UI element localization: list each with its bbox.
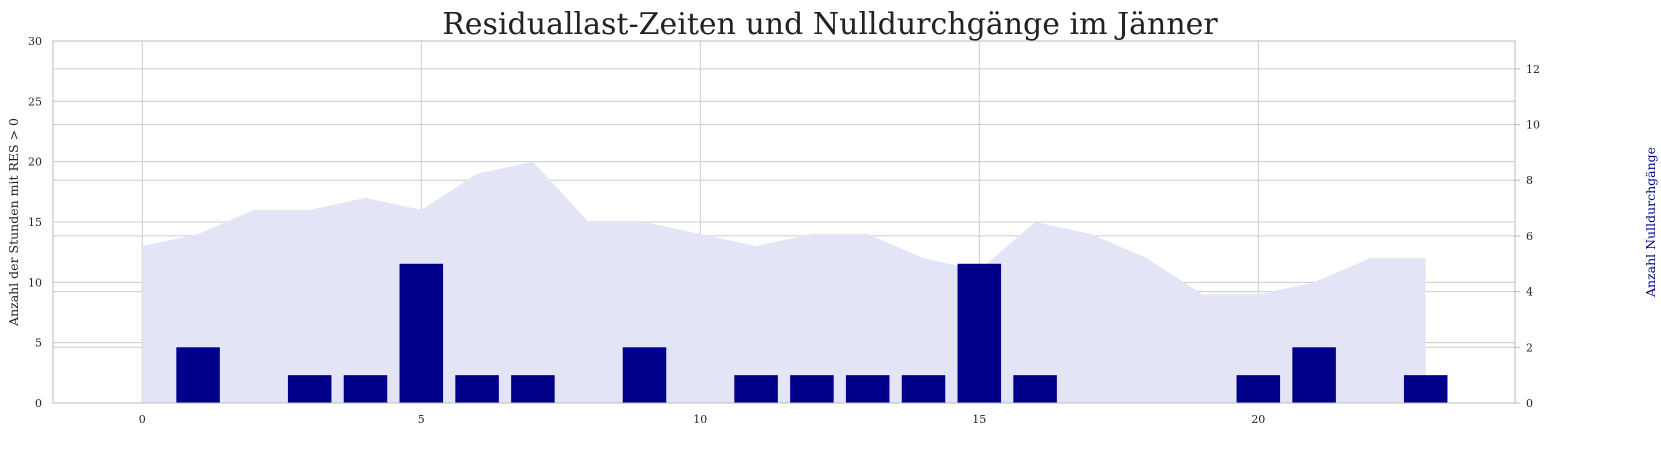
x-tick-label: 10	[693, 413, 707, 426]
bar	[622, 347, 667, 403]
bar	[287, 375, 332, 403]
chart-title: Residuallast-Zeiten und Nulldurchgänge i…	[442, 7, 1218, 42]
y-right-tick-label: 0	[1526, 397, 1533, 410]
y-right-tick-label: 2	[1526, 341, 1533, 354]
y-left-tick-label: 25	[28, 95, 42, 108]
bar	[1236, 375, 1281, 403]
bar	[734, 375, 778, 403]
y-left-tick-label: 20	[28, 156, 42, 169]
bar	[399, 263, 444, 403]
bar	[901, 375, 946, 403]
y-left-tick-label: 5	[35, 337, 42, 350]
plot-border	[52, 40, 1516, 404]
y-left-tick-label: 30	[28, 35, 42, 48]
plot-frame	[52, 40, 1516, 404]
bar	[176, 347, 220, 403]
y-left-tick-label: 0	[35, 397, 42, 410]
y-right-tick-label: 4	[1526, 286, 1533, 299]
x-tick-label: 0	[139, 413, 146, 426]
x-tick-label: 15	[972, 413, 986, 426]
y-left-label: Anzahl der Stunden mit RES > 0	[6, 118, 21, 327]
bar	[1013, 375, 1057, 403]
bar	[1403, 375, 1448, 403]
y-right-tick-label: 8	[1526, 174, 1533, 187]
bar	[845, 375, 890, 403]
x-tick-label: 20	[1251, 413, 1265, 426]
bar	[455, 375, 499, 403]
y-right-tick-label: 6	[1526, 230, 1533, 243]
bar	[343, 375, 388, 403]
area-series	[142, 161, 1426, 403]
area-fill	[142, 161, 1426, 403]
y-left-tick-label: 10	[28, 276, 42, 289]
y-right-label: Anzahl Nulldurchgänge	[1643, 147, 1658, 298]
y-left-tick-label: 15	[28, 216, 42, 229]
y-right-tick-label: 10	[1526, 119, 1540, 132]
y-right-tick-label: 12	[1526, 63, 1540, 76]
bar-series	[176, 263, 1448, 403]
bar	[511, 375, 555, 403]
bar	[1292, 347, 1336, 403]
x-tick-label: 5	[418, 413, 425, 426]
bar	[790, 375, 834, 403]
tick-labels: 0 5 10 15 20 0 5 10 15 20 25 30 0 2 4 6 8 10 12	[28, 35, 1540, 426]
bar	[957, 263, 1002, 403]
